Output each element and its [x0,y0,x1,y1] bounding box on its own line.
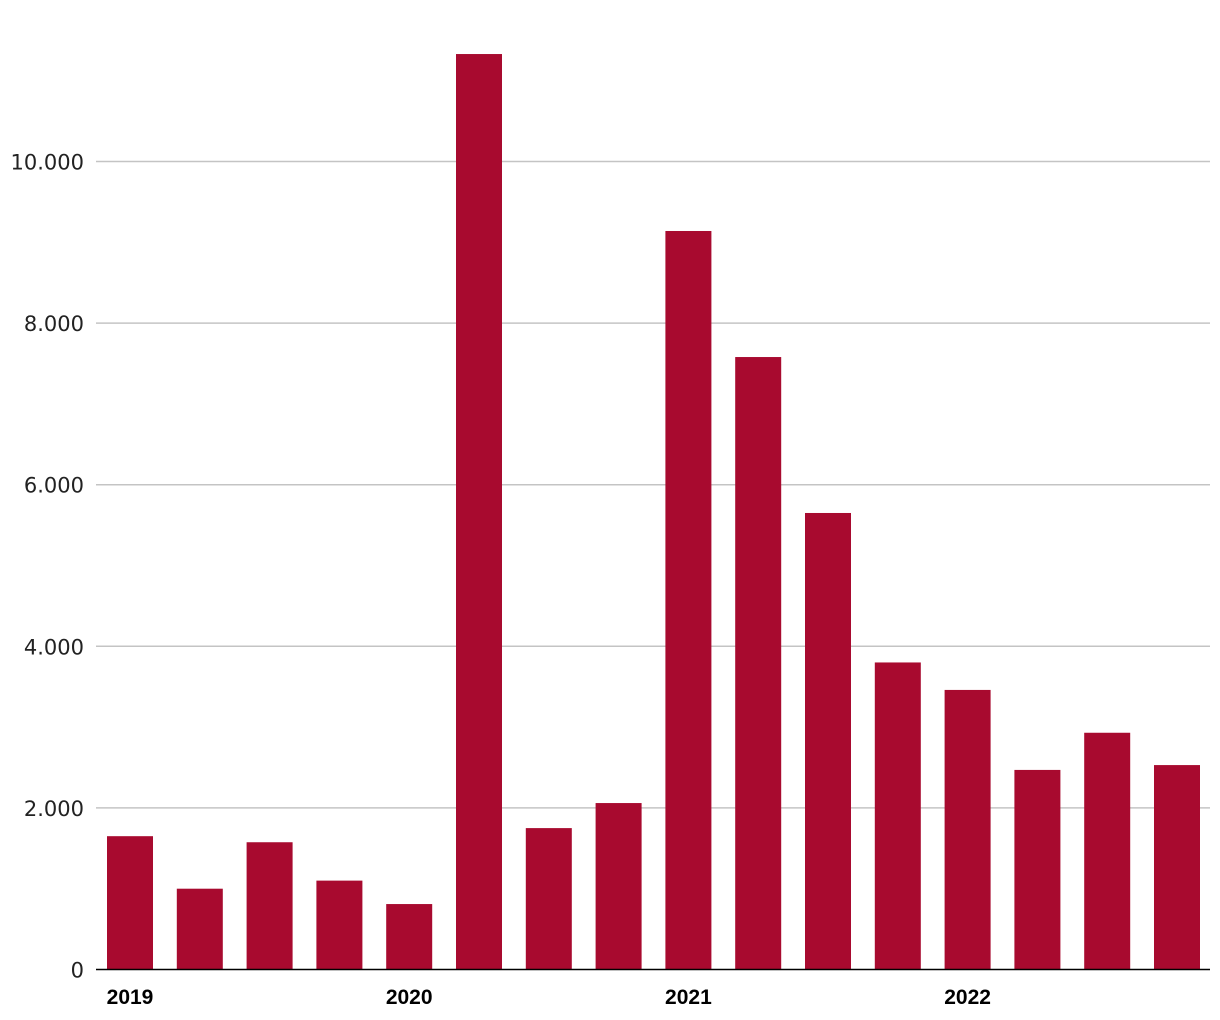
bar [525,828,572,970]
x-axis-ticks: 2019 2020 2021 2022 [107,986,991,1009]
y-tick-label: 0 [71,959,84,983]
x-tick-label: 2020 [386,986,433,1009]
gridlines [96,160,1210,809]
bar [316,880,363,970]
x-tick-label: 2022 [944,986,991,1009]
y-tick-label: 4.000 [24,635,84,659]
y-axis-ticks: 0 2.000 4.000 6.000 8.000 10.000 [11,151,84,983]
bar [665,230,712,970]
y-tick-label: 2.000 [24,797,84,821]
bar [176,888,223,970]
bar [1084,732,1131,970]
y-tick-label: 10.000 [11,151,84,175]
bar [735,357,782,970]
bar [805,512,851,970]
x-tick-label: 2019 [107,986,154,1009]
bar [1154,765,1200,970]
bar [944,689,991,970]
y-tick-label: 6.000 [24,474,84,498]
y-tick-label: 8.000 [24,312,84,336]
bars [107,54,1200,970]
x-tick-label: 2021 [665,986,712,1009]
bar [107,836,153,970]
bar [595,803,642,970]
bar [874,662,921,970]
bar [1014,769,1061,970]
bar [386,904,433,970]
bar [456,54,502,970]
bar [246,842,293,970]
